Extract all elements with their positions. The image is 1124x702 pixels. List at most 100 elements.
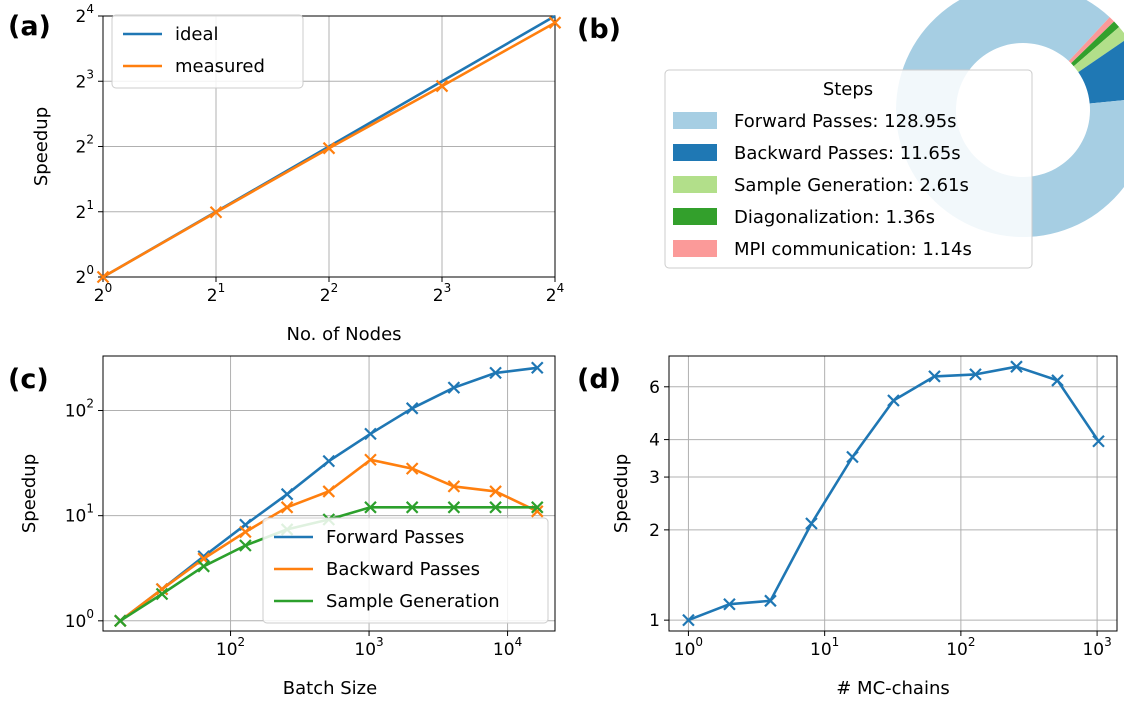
chart-b: Steps Forward Passes: 128.95s Backward Pas…: [664, 0, 1124, 269]
x-tick-label-1: 103: [354, 635, 383, 660]
data-point-1-1: [209, 205, 223, 219]
y-tick-label-4: 24: [76, 2, 94, 27]
x-axis-label: # MC-chains: [836, 678, 950, 699]
y-tick-label-2: 3: [649, 468, 660, 488]
x-tick-label-1: 21: [207, 281, 225, 306]
data-point-0-9: [489, 366, 502, 380]
legend-b: [664, 69, 1033, 269]
data-point-0-7: [405, 402, 419, 415]
data-point-1-5: [322, 485, 336, 498]
data-point-0-6: [364, 427, 377, 441]
data-point-2-10: [530, 501, 544, 514]
chart-a: 20 21 22 23 24 20 21 22 23 24 No. of Nodes Speedup i…: [31, 2, 564, 345]
x-axis-label: No. of Nodes: [286, 324, 401, 345]
x-axis-label: Batch Size: [283, 678, 377, 699]
data-point-0-10: [530, 361, 544, 375]
y-tick-label-1: 21: [76, 198, 94, 223]
x-tick-label-0: 102: [216, 635, 245, 660]
x-tick-label-3: 103: [1082, 635, 1111, 660]
chart-d: 100 101 102 103 1 2 3 4 6 # MC-chains Speedup: [611, 355, 1118, 699]
data-point-1-2: [322, 141, 336, 155]
data-point-1-3: [239, 525, 252, 539]
data-point-2-7: [405, 501, 419, 514]
data-point-1-3: [435, 79, 449, 93]
y-tick-label-3: 4: [649, 431, 660, 451]
x-tick-label-3: 23: [433, 281, 451, 306]
plot-frame: [102, 15, 556, 278]
x-tick-label-1: 101: [810, 635, 839, 660]
legend-label-1: measured: [175, 56, 265, 77]
y-tick-label-1: 101: [65, 502, 94, 527]
legend-swatch-b-2: [673, 176, 717, 193]
y-tick-label-1: 2: [649, 521, 660, 541]
data-point-2-1: [155, 587, 169, 601]
panel-label-b: (b): [577, 14, 621, 45]
chart-c: 102 103 104 100 101 102 Batch Size Speedup Forwa…: [19, 355, 556, 699]
data-point-1-6: [364, 453, 377, 467]
legend-label-2: Sample Generation: [326, 591, 500, 612]
data-point-0-8: [447, 381, 461, 394]
legend-label-0: ideal: [175, 24, 219, 45]
legend-label-1: Backward Passes: [326, 559, 480, 580]
legend-label-b-1: Backward Passes: 11.65s: [734, 143, 961, 164]
x-tick-label-0: 100: [674, 635, 703, 660]
panel-label-c: (c): [8, 364, 49, 395]
data-point-0-4: [280, 487, 294, 501]
y-axis-label: Speedup: [611, 454, 632, 533]
data-point-0-1: [723, 597, 736, 611]
legend-c: [262, 517, 549, 624]
data-point-2-8: [447, 501, 461, 514]
x-tick-label-4: 24: [546, 281, 564, 306]
data-point-0-7: [969, 368, 982, 381]
data-point-0-5: [322, 454, 336, 468]
series-line-0: [687, 365, 1100, 622]
legend-label-0: Forward Passes: [326, 527, 464, 548]
x-tick-label-0: 20: [94, 281, 112, 306]
pie-slice-4: [1068, 17, 1115, 64]
pie-slice-2: [1073, 26, 1124, 73]
y-tick-label-0: 100: [65, 607, 94, 632]
legend-swatch-b-4: [673, 240, 717, 257]
pie-slice-1: [1078, 40, 1124, 104]
plot-frame: [668, 355, 1118, 632]
y-tick-label-2: 102: [65, 397, 94, 422]
y-tick-label-2: 22: [76, 133, 94, 158]
data-point-2-9: [489, 501, 502, 514]
legend-label-b-0: Forward Passes: 128.95s: [734, 111, 957, 132]
legend-title: Steps: [823, 79, 873, 100]
data-point-2-6: [364, 501, 377, 514]
legend-label-b-4: MPI communication: 1.14s: [734, 239, 972, 260]
data-point-1-4: [548, 16, 562, 29]
data-point-2-3: [239, 539, 252, 552]
data-point-0-0: [682, 613, 695, 627]
data-point-0-2: [764, 594, 777, 608]
legend-label-b-2: Sample Generation: 2.61s: [734, 175, 969, 196]
data-point-0-3: [805, 517, 818, 530]
data-point-1-9: [489, 485, 502, 498]
y-axis-label: Speedup: [31, 107, 52, 186]
data-point-0-9: [1051, 374, 1064, 387]
y-tick-label-3: 23: [76, 67, 94, 92]
panel-label-d: (d): [577, 364, 621, 395]
y-tick-label-0: 1: [649, 611, 660, 631]
x-tick-label-2: 102: [946, 635, 975, 660]
data-point-2-2: [197, 560, 210, 573]
data-point-1-7: [405, 462, 419, 475]
legend-swatch-b-3: [673, 208, 717, 225]
data-point-1-4: [280, 501, 294, 514]
data-point-0-8: [1010, 360, 1023, 373]
data-point-0-4: [846, 450, 859, 464]
legend-swatch-b-0: [673, 112, 717, 129]
data-point-0-5: [887, 394, 900, 407]
y-axis-label: Speedup: [19, 454, 40, 533]
data-point-1-8: [447, 480, 461, 493]
data-point-1-0: [96, 270, 110, 284]
legend-label-b-3: Diagonalization: 1.36s: [734, 207, 935, 228]
data-point-0-10: [1092, 434, 1105, 448]
y-tick-label-4: 6: [649, 378, 660, 398]
x-tick-label-2: 104: [493, 635, 522, 660]
data-point-2-0: [114, 614, 127, 628]
x-tick-label-2: 22: [320, 281, 338, 306]
pie-slice-3: [1071, 21, 1120, 67]
